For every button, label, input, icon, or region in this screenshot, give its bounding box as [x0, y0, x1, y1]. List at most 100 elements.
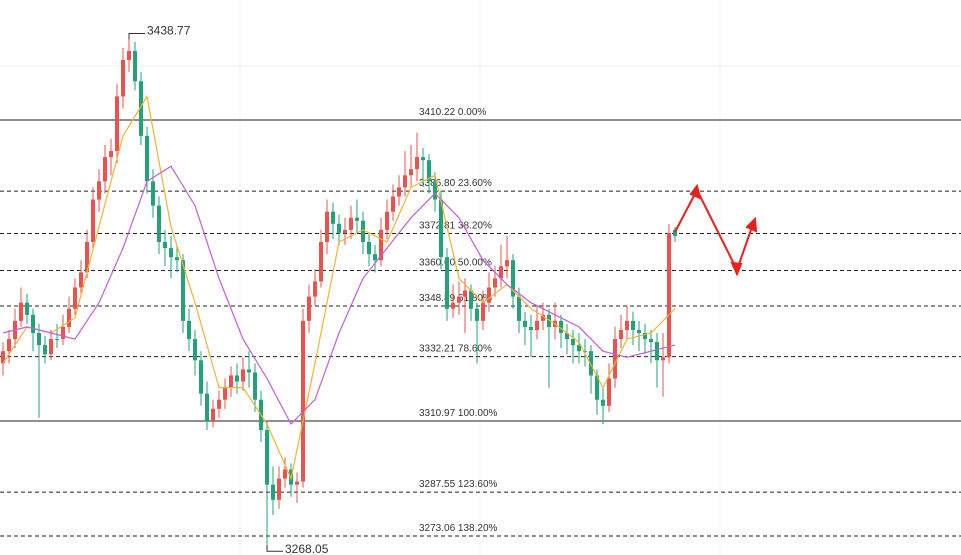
candle-body: [439, 199, 443, 258]
candle-body: [139, 81, 143, 136]
candle-body: [367, 242, 371, 255]
candle-body: [427, 160, 431, 182]
candle-body: [91, 199, 95, 243]
candle-body: [559, 320, 563, 333]
candle-body: [241, 369, 245, 382]
candle-body: [199, 360, 203, 394]
candle-body: [415, 157, 419, 170]
candle-body: [331, 211, 335, 224]
candle-body: [607, 378, 611, 406]
arrow-head: [689, 183, 702, 200]
candle-body: [157, 205, 161, 243]
candle-body: [469, 290, 473, 309]
candle-body: [565, 333, 569, 340]
candle-body: [109, 151, 113, 158]
candle-body: [187, 320, 191, 340]
candle-body: [265, 430, 269, 485]
candle-body: [373, 254, 377, 261]
candle-body: [529, 326, 533, 330]
high-label: 3438.77: [147, 23, 191, 37]
candle-body: [391, 196, 395, 212]
candle-body: [85, 242, 89, 273]
fib-label: 3372.81 38.20%: [419, 220, 492, 231]
candle-body: [583, 351, 587, 353]
candle-body: [511, 260, 515, 297]
candle-body: [103, 157, 107, 182]
candle-body: [661, 357, 665, 361]
candle-body: [481, 302, 485, 321]
candle-body: [37, 333, 41, 346]
candle-body: [79, 272, 83, 288]
candle-body: [295, 481, 299, 485]
candle-body: [121, 60, 125, 97]
candle-body: [283, 469, 287, 479]
candle-body: [319, 242, 323, 282]
candle-body: [409, 169, 413, 176]
candle-body: [673, 229, 677, 236]
candle-body: [523, 320, 527, 327]
candle-body: [535, 320, 539, 330]
candle-body: [547, 314, 551, 327]
candle-body: [601, 399, 605, 406]
candle-body: [235, 375, 239, 382]
candle-body: [643, 333, 647, 340]
candle-body: [385, 211, 389, 230]
candle-body: [307, 296, 311, 321]
fib-label: 3348.89 61.80%: [419, 293, 492, 304]
candle-body: [49, 339, 53, 355]
candle-body: [277, 478, 281, 500]
candle-body: [499, 266, 503, 279]
candle-body: [1, 351, 5, 364]
candle-body: [517, 296, 521, 321]
candle-body: [445, 257, 449, 309]
candle-body: [613, 339, 617, 379]
fib-label: 3410.22 0.00%: [419, 107, 486, 118]
low-marker: [266, 545, 283, 552]
candle-body: [127, 50, 131, 61]
candle-body: [163, 242, 167, 249]
candle-body: [379, 229, 383, 261]
candle-body: [577, 345, 581, 352]
candle-body: [193, 339, 197, 361]
fibonacci-levels: 3410.22 0.00% 3386.80 23.60% 3372.81 38.20…: [0, 107, 961, 537]
candle-body: [61, 326, 65, 340]
candle-body: [355, 217, 359, 221]
candle-body: [571, 339, 575, 346]
candle-body: [145, 135, 149, 182]
candle-body: [253, 372, 257, 400]
fib-label: 3332.21 78.60%: [419, 344, 492, 355]
candle-body: [211, 408, 215, 421]
candle-body: [649, 339, 653, 343]
candle-body: [31, 314, 35, 333]
candle-body: [151, 181, 155, 206]
candle-body: [457, 296, 461, 303]
candle-body: [229, 375, 233, 388]
candle-body: [493, 278, 497, 288]
candle-body: [55, 339, 59, 341]
candle-body: [25, 302, 29, 315]
projection-path: [674, 187, 754, 273]
high-marker: [128, 32, 145, 40]
candle-body: [505, 260, 509, 267]
candle-body: [667, 232, 671, 358]
candle-body: [205, 393, 209, 421]
candle-body: [217, 399, 221, 409]
candle-body: [115, 96, 119, 152]
candle-body: [133, 50, 137, 82]
candle-body: [169, 248, 173, 258]
candle-body: [343, 229, 347, 233]
annotations: 3438.77 3268.05: [128, 23, 329, 555]
candle-body: [637, 329, 641, 333]
moving-average: [2, 94, 676, 481]
candle-body: [313, 281, 317, 297]
fib-label: 3273.06 138.20%: [419, 523, 498, 534]
candle-body: [487, 287, 491, 303]
candle-body: [361, 220, 365, 243]
candle-body: [625, 320, 629, 330]
candle-body: [19, 302, 23, 321]
low-label: 3268.05: [285, 542, 329, 555]
candle-body: [397, 187, 401, 197]
